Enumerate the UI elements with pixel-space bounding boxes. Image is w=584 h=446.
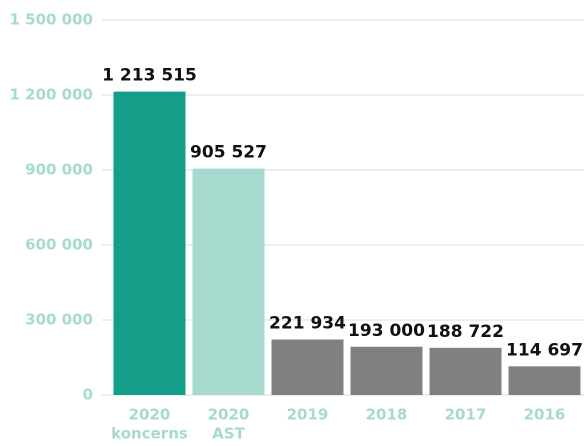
x-tick-label: 2016	[524, 406, 566, 424]
y-tick-label: 0	[83, 386, 93, 404]
y-tick-label: 600 000	[25, 236, 93, 254]
x-tick-label: AST	[212, 425, 245, 443]
bar	[429, 347, 502, 395]
bar	[271, 339, 344, 395]
y-tick-label: 1 500 000	[9, 11, 93, 29]
bar	[192, 168, 265, 395]
x-tick-label: 2020	[208, 406, 250, 424]
value-label: 188 722	[427, 322, 504, 342]
x-tick-label: koncerns	[111, 425, 188, 443]
value-label: 193 000	[348, 321, 425, 341]
value-label: 1 213 515	[102, 66, 197, 86]
value-label: 221 934	[269, 314, 346, 334]
bar	[350, 346, 423, 395]
bar	[113, 91, 186, 395]
y-tick-label: 900 000	[25, 161, 93, 179]
value-label: 905 527	[190, 143, 267, 163]
y-tick-label: 300 000	[25, 311, 93, 329]
x-tick-label: 2018	[366, 406, 408, 424]
x-tick-label: 2019	[287, 406, 329, 424]
y-tick-label: 1 200 000	[9, 86, 93, 104]
value-label: 114 697	[506, 340, 583, 360]
x-tick-label: 2020	[129, 406, 171, 424]
x-tick-label: 2017	[445, 406, 487, 424]
bar	[508, 366, 581, 395]
